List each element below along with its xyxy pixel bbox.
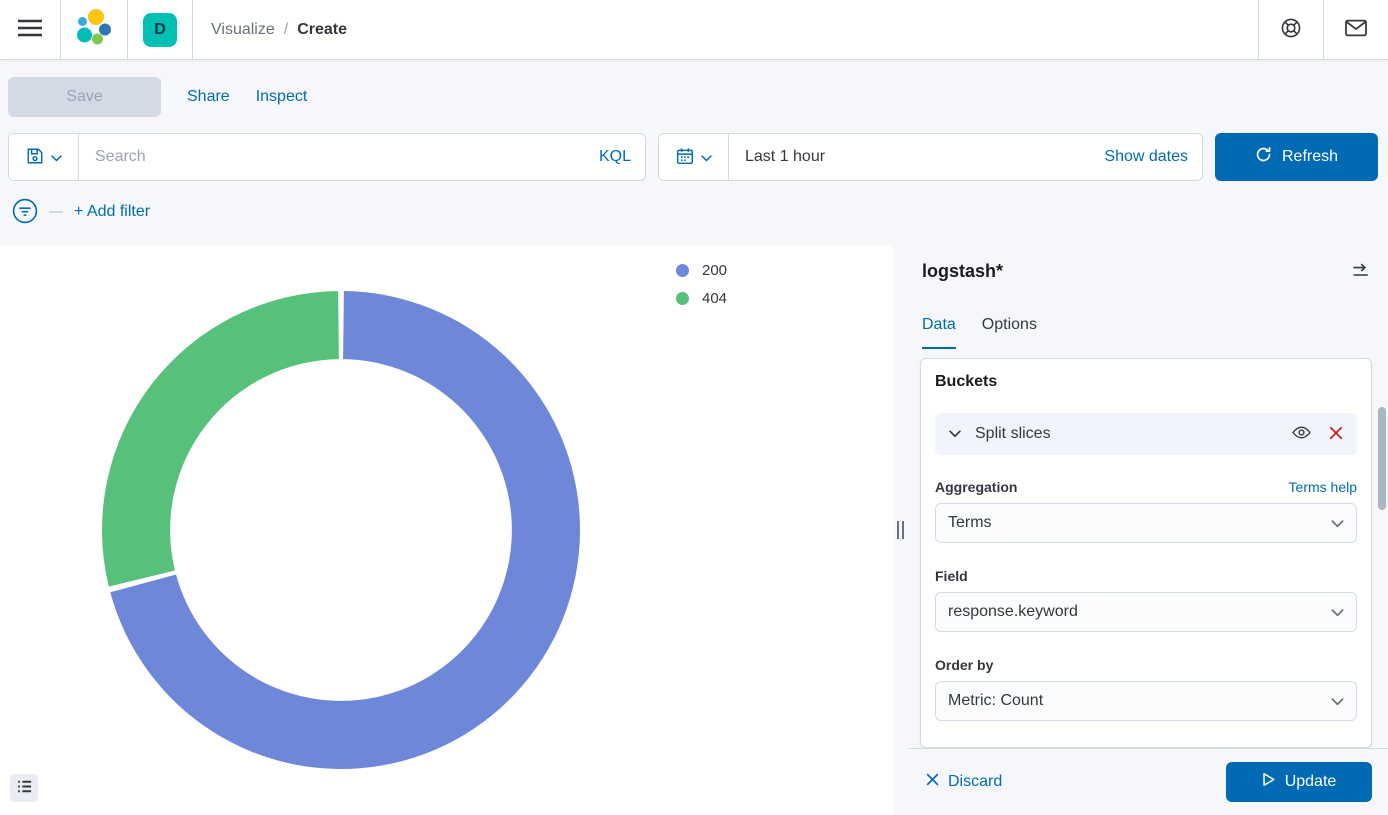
donut-chart (102, 291, 581, 769)
home-logo-button[interactable] (61, 0, 127, 59)
vis-editor-sidebar: logstash* Data Options Buckets Split sli… (908, 245, 1388, 815)
legend-list-icon (16, 778, 33, 798)
discard-icon (926, 773, 939, 791)
index-pattern-title: logstash* (922, 261, 1004, 281)
chevron-down-icon[interactable] (949, 430, 961, 438)
tab-options[interactable]: Options (981, 316, 1037, 333)
refresh-button[interactable]: Refresh (1215, 133, 1378, 181)
collapse-sidebar-button[interactable] (1350, 261, 1372, 283)
tab-data[interactable]: Data (922, 315, 956, 349)
share-button[interactable]: Share (187, 88, 230, 105)
editor-tabs: Data Options (922, 315, 1037, 349)
header-divider (1323, 0, 1324, 59)
saved-query-menu-button[interactable] (9, 134, 79, 180)
breadcrumb-visualize[interactable]: Visualize (211, 20, 275, 38)
newsfeed-button[interactable] (1324, 0, 1388, 59)
breadcrumb-create: Create (297, 20, 348, 38)
sidebar-scrollbar-thumb[interactable] (1378, 407, 1386, 510)
inspect-button[interactable]: Inspect (255, 88, 308, 105)
legend-item-200[interactable]: 200 (676, 262, 727, 279)
header-divider (1258, 0, 1259, 59)
aggregation-label: Aggregation (935, 479, 1018, 495)
filter-icon (12, 198, 38, 227)
quick-select-menu-button[interactable] (659, 134, 729, 180)
help-icon (1280, 17, 1302, 42)
menu-icon (17, 19, 43, 40)
breadcrumb-separator: / (283, 20, 289, 38)
date-picker-group: Last 1 hour Show dates (658, 133, 1203, 181)
menu-button[interactable] (0, 0, 60, 59)
calendar-icon (676, 147, 694, 168)
legend-item-404[interactable]: 404 (676, 290, 727, 307)
filter-bar-divider (49, 211, 63, 213)
discard-button[interactable]: Discard (926, 773, 1002, 791)
save-button[interactable]: Save (8, 77, 161, 117)
query-language-button[interactable]: KQL (598, 148, 631, 165)
subheader: Save Share Inspect KQL (0, 60, 1388, 245)
header-divider (127, 0, 128, 59)
chevron-down-icon (50, 150, 62, 165)
filter-bar: + Add filter (0, 197, 1388, 227)
field-label: Field (935, 568, 968, 584)
visualization-panel: 200 404 (0, 245, 893, 815)
remove-bucket-button[interactable] (1329, 426, 1343, 443)
elastic-logo (74, 8, 114, 51)
editor-footer: Discard Update (908, 748, 1388, 815)
chevron-down-icon (1331, 698, 1344, 706)
toggle-visibility-button[interactable] (1292, 426, 1311, 442)
save-query-icon (26, 147, 44, 168)
time-range-value[interactable]: Last 1 hour (745, 148, 826, 165)
legend-dot-icon (676, 292, 689, 305)
breadcrumb: Visualize / Create (193, 0, 1258, 59)
main-content: 200 404 logstash* Data Options (0, 245, 1388, 815)
show-dates-button[interactable]: Show dates (1104, 148, 1188, 165)
header-divider (60, 0, 61, 59)
aggregation-value: Terms (948, 514, 992, 531)
refresh-label: Refresh (1281, 148, 1339, 165)
remove-icon (1329, 426, 1343, 443)
chevron-down-icon (1331, 609, 1344, 617)
order-by-value: Metric: Count (948, 692, 1044, 709)
add-filter-button[interactable]: + Add filter (74, 203, 151, 220)
legend-toggle-button[interactable] (10, 774, 38, 802)
terms-help-link[interactable]: Terms help (1288, 479, 1357, 495)
panel-resizer-handle[interactable] (893, 245, 908, 815)
chart-legend: 200 404 (676, 262, 727, 307)
eye-icon (1292, 426, 1311, 442)
update-label: Update (1284, 773, 1337, 790)
discard-label: Discard (948, 773, 1003, 790)
search-input[interactable] (79, 134, 599, 180)
refresh-icon (1255, 146, 1272, 168)
legend-dot-icon (676, 264, 689, 277)
update-button[interactable]: Update (1226, 762, 1372, 802)
space-badge: D (143, 12, 177, 47)
play-icon (1262, 772, 1275, 792)
chevron-down-icon (1331, 520, 1344, 528)
space-avatar-button[interactable]: D (128, 0, 192, 59)
field-value: response.keyword (948, 603, 1078, 620)
aggregation-select[interactable]: Terms (935, 503, 1357, 543)
filter-options-button[interactable] (12, 198, 38, 227)
bucket-type-label: Split slices (975, 425, 1051, 442)
order-by-select[interactable]: Metric: Count (935, 681, 1357, 721)
buckets-card: Buckets Split slices (920, 358, 1372, 748)
split-slices-bucket-row[interactable]: Split slices (935, 413, 1357, 455)
search-bar-group: KQL (8, 133, 646, 181)
header: D Visualize / Create (0, 0, 1388, 60)
header-divider (192, 0, 193, 59)
resizer-grip-icon (897, 521, 904, 539)
legend-label: 404 (702, 290, 728, 307)
chevron-down-icon (700, 150, 712, 165)
mail-icon (1344, 18, 1368, 41)
collapse-panel-icon (1352, 263, 1371, 282)
order-by-label: Order by (935, 657, 994, 673)
field-select[interactable]: response.keyword (935, 592, 1357, 632)
pie-slice-404[interactable] (102, 291, 339, 587)
buckets-section-title: Buckets (935, 373, 998, 390)
legend-label: 200 (702, 262, 728, 279)
top-nav-toolbar: Save Share Inspect (0, 60, 1388, 117)
query-bar: KQL Last 1 hour Show dates (0, 133, 1388, 181)
help-button[interactable] (1259, 0, 1323, 59)
